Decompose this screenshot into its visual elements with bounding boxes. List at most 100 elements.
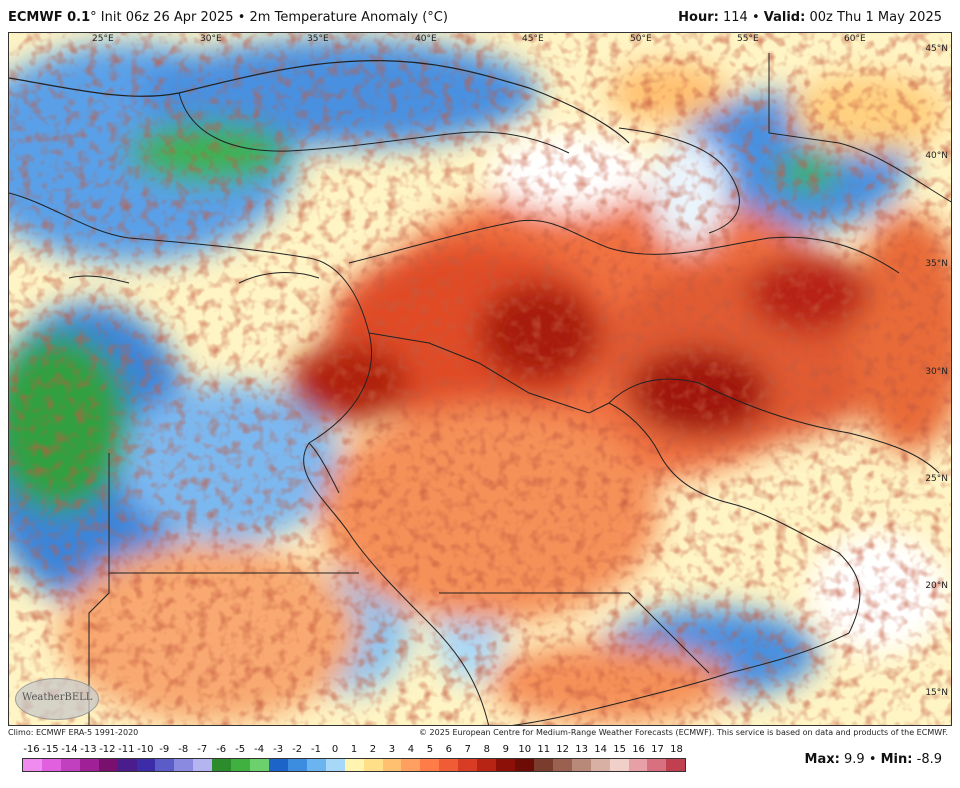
colorscale-swatch (363, 759, 383, 771)
colorscale-swatch (174, 759, 194, 771)
colorscale-labels: -16 -15 -14 -13 -12 -11 -10 -9 -8 -7 -6 -5 -4 -3 -2 -1 0… (22, 744, 686, 758)
lat-tick: 20°N (925, 581, 948, 591)
lat-tick: 30°N (925, 367, 948, 377)
colorscale-label: 11 (537, 744, 551, 755)
max-label: Max: (804, 752, 840, 767)
climo-note: Climo: ECMWF ERA-5 1991-2020 (8, 728, 139, 737)
colorscale-bar (22, 758, 686, 772)
colorscale-label: 15 (613, 744, 626, 755)
colorscale-swatch (325, 759, 345, 771)
colorscale-swatch (212, 759, 232, 771)
colorscale-swatch (496, 759, 515, 771)
lon-tick: 30°E (200, 34, 222, 44)
colorscale-label: 10 (518, 744, 532, 755)
valid-value: 00z Thu 1 May 2025 (809, 10, 942, 25)
colorscale-swatch (136, 759, 156, 771)
colorscale-label: -6 (216, 744, 227, 755)
colorscale-label: -1 (311, 744, 322, 755)
colorscale-swatch (23, 759, 42, 771)
model-name: ECMWF 0.1 (8, 10, 91, 25)
colorscale-swatch (193, 759, 213, 771)
header-bar: ECMWF 0.1° Init 06z 26 Apr 2025 • 2m Tem… (0, 0, 960, 32)
colorscale-label: -9 (159, 744, 170, 755)
colorscale-label: -10 (137, 744, 154, 755)
colorscale-label: 2 (369, 744, 377, 755)
colorscale-swatch (250, 759, 269, 771)
coastlines-borders (9, 53, 951, 725)
colorscale-swatch (268, 759, 288, 771)
max-value: 9.9 (843, 752, 865, 767)
separator: • (868, 752, 877, 767)
colorscale-swatch (609, 759, 629, 771)
degree-symbol: ° (90, 10, 97, 25)
colorscale-swatch (79, 759, 99, 771)
colorscale-label: -3 (273, 744, 284, 755)
lat-tick: 35°N (925, 259, 948, 269)
colorscale-label: -16 (23, 744, 40, 755)
lat-tick: 25°N (925, 474, 948, 484)
anomaly-map[interactable] (8, 32, 952, 726)
colorscale-swatch (458, 759, 478, 771)
colorscale-swatch (647, 759, 667, 771)
valid-label: Valid: (763, 10, 806, 25)
colorscale-swatch (628, 759, 648, 771)
colorscale-label: 13 (575, 744, 589, 755)
colorscale-label: 14 (594, 744, 607, 755)
weatherbell-logo: WeatherBELL (15, 678, 99, 720)
colorscale-swatch (590, 759, 610, 771)
colorscale-label: 1 (350, 744, 358, 755)
colorscale-label: -4 (254, 744, 265, 755)
colorscale-swatch (306, 759, 326, 771)
texture-noise (9, 33, 951, 725)
hour-label: Hour: (678, 10, 719, 25)
colorscale-swatch (60, 759, 80, 771)
copyright-note: © 2025 European Centre for Medium-Range … (419, 728, 948, 737)
colorscale-swatch (666, 759, 686, 771)
colorscale-label: -2 (292, 744, 303, 755)
lon-tick: 45°E (522, 34, 544, 44)
colorscale-label: 6 (445, 744, 453, 755)
colorscale-swatch (439, 759, 459, 771)
colorscale-label: 8 (483, 744, 490, 755)
colorscale-label: -12 (99, 744, 116, 755)
colorscale-label: -5 (235, 744, 246, 755)
min-label: Min: (880, 752, 913, 767)
lon-tick: 55°E (737, 34, 759, 44)
colorscale-label: 9 (502, 744, 509, 755)
lat-tick: 40°N (925, 151, 948, 161)
colorscale-label: 17 (651, 744, 664, 755)
map-title: ECMWF 0.1° Init 06z 26 Apr 2025 • 2m Tem… (8, 10, 448, 25)
colorscale-label: -13 (80, 744, 97, 755)
hour-value: 114 (722, 10, 748, 25)
lon-tick: 35°E (307, 34, 329, 44)
max-min-stats: Max: 9.9 • Min: -8.9 (805, 752, 942, 767)
colorscale-label: -11 (118, 744, 135, 755)
colorscale-swatch (117, 759, 137, 771)
colorscale-swatch (98, 759, 118, 771)
colorscale-swatch (552, 759, 572, 771)
min-value: -8.9 (916, 752, 942, 767)
colorscale-label: -8 (178, 744, 189, 755)
lat-tick: 15°N (925, 688, 948, 698)
colorscale-swatch (533, 759, 553, 771)
colorscale-swatch (155, 759, 175, 771)
colorscale-label: 18 (670, 744, 683, 755)
colorscale-swatch (571, 759, 591, 771)
lon-tick: 40°E (415, 34, 437, 44)
colorscale-swatch (382, 759, 402, 771)
valid-time: Hour: 114 • Valid: 00z Thu 1 May 2025 (678, 10, 942, 25)
lon-tick: 25°E (92, 34, 114, 44)
logo-text: WeatherBELL (22, 692, 93, 703)
colorscale-swatch (41, 759, 61, 771)
colorscale-label: 12 (556, 744, 570, 755)
colorscale-label: -15 (42, 744, 59, 755)
colorscale-swatch (287, 759, 307, 771)
colorscale-label: 7 (464, 744, 472, 755)
colorscale-label: 4 (407, 744, 415, 755)
colorscale-swatch (477, 759, 497, 771)
map-canvas (9, 33, 951, 725)
lat-tick: 45°N (925, 44, 948, 54)
init-time: Init 06z 26 Apr 2025 (100, 10, 234, 25)
colorscale-swatch (514, 759, 534, 771)
colorscale-label: 16 (632, 744, 645, 755)
